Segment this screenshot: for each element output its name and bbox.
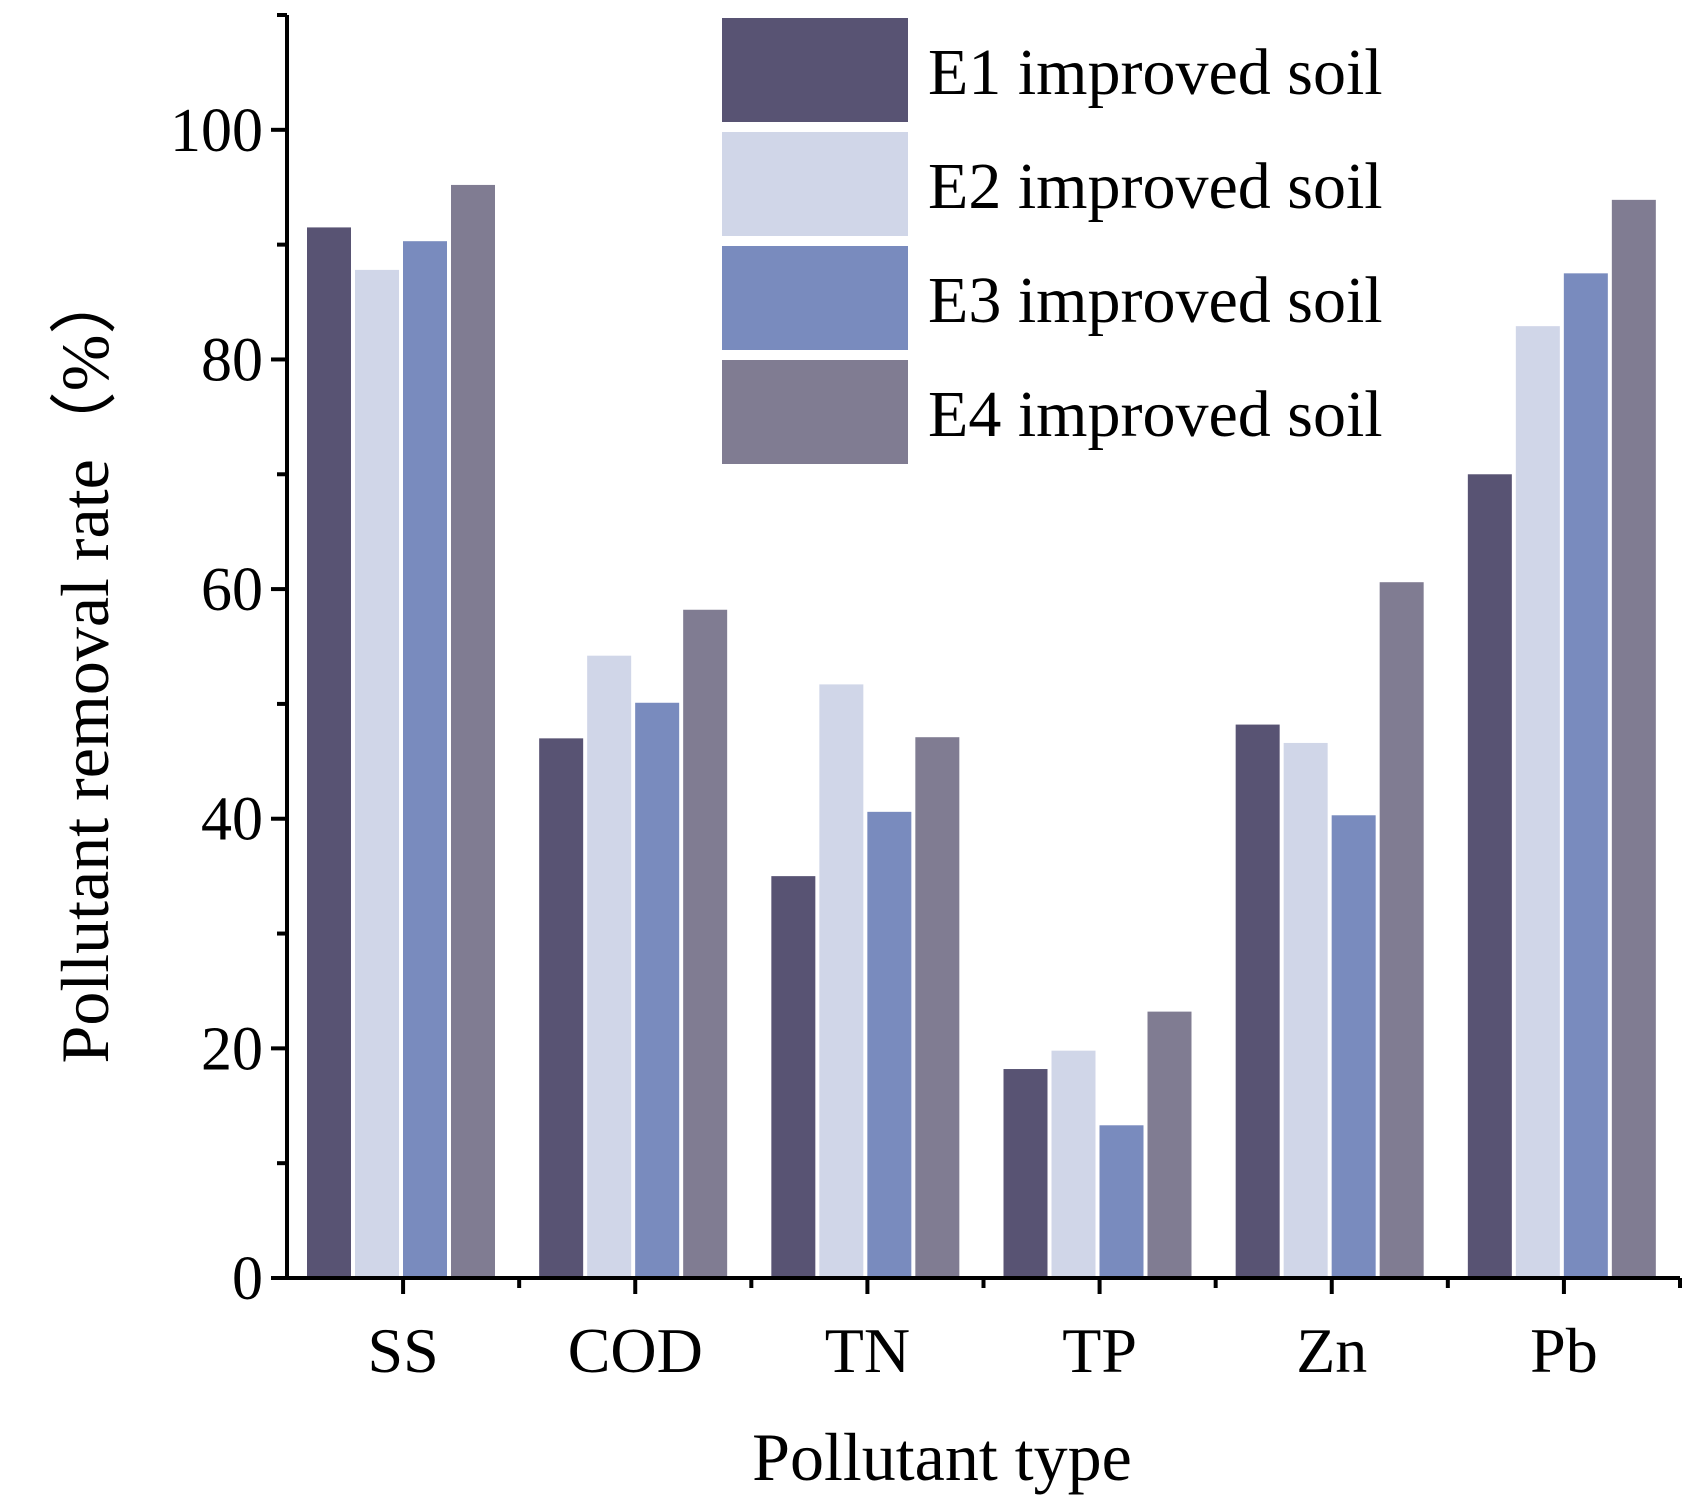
bar-cod-e3	[635, 702, 680, 1278]
x-category-label-ss: SS	[367, 1315, 438, 1386]
bar-pb-e4	[1611, 199, 1656, 1278]
legend-label: E3 improved soil	[928, 264, 1383, 337]
legend-label: E4 improved soil	[928, 378, 1383, 451]
bar-cod-e2	[587, 655, 632, 1278]
bar-tp-e3	[1099, 1125, 1144, 1278]
bar-pb-e3	[1563, 273, 1608, 1278]
y-tick-label: 60	[201, 556, 263, 624]
bar-cod-e1	[539, 738, 584, 1278]
bar-tp-e4	[1147, 1011, 1192, 1278]
bar-tn-e4	[915, 737, 960, 1278]
bars-layer	[307, 184, 1656, 1279]
legend-swatch	[722, 246, 908, 350]
legend-swatch	[722, 132, 908, 236]
axes-layer: 0 20 40 60 80 100 SS COD TN TP Zn Pb	[170, 13, 1682, 1386]
bar-ss-e2	[355, 269, 399, 1278]
bar-zn-e1	[1235, 724, 1280, 1278]
legend: E1 improved soil E2 improved soil E3 impro…	[722, 18, 1383, 464]
y-tick-label: 40	[201, 786, 263, 854]
x-category-label-pb: Pb	[1530, 1315, 1598, 1386]
y-tick-label: 0	[232, 1245, 263, 1313]
bar-tn-e3	[867, 811, 912, 1278]
y-axis-title: Pollutant removal rate（%）	[47, 267, 123, 1064]
legend-entry-e2: E2 improved soil	[722, 132, 1383, 236]
legend-entry-e3: E3 improved soil	[722, 246, 1383, 350]
bar-zn-e4	[1379, 582, 1424, 1278]
bar-zn-e2	[1283, 742, 1328, 1278]
x-category-label-zn: Zn	[1296, 1315, 1367, 1386]
y-tick-label: 80	[201, 326, 263, 394]
y-tick-label: 20	[201, 1015, 263, 1083]
legend-entry-e1: E1 improved soil	[722, 18, 1383, 122]
bar-tp-e2	[1051, 1050, 1096, 1278]
bar-tn-e1	[771, 876, 816, 1278]
x-category-label-cod: COD	[568, 1315, 703, 1386]
y-tick-label: 100	[170, 97, 263, 165]
bar-ss-e4	[451, 184, 495, 1278]
bar-tn-e2	[819, 684, 864, 1278]
bar-pb-e1	[1467, 474, 1512, 1279]
bar-ss-e1	[307, 227, 351, 1279]
bar-zn-e3	[1331, 815, 1376, 1278]
legend-swatch	[722, 18, 908, 122]
x-category-label-tp: TP	[1062, 1315, 1137, 1386]
legend-label: E2 improved soil	[928, 150, 1383, 223]
bar-pb-e2	[1515, 326, 1560, 1278]
legend-label: E1 improved soil	[928, 36, 1383, 109]
bar-ss-e3	[403, 241, 447, 1279]
legend-entry-e4: E4 improved soil	[722, 360, 1383, 464]
bar-cod-e4	[683, 609, 728, 1278]
legend-swatch	[722, 360, 908, 464]
x-category-label-tn: TN	[825, 1315, 910, 1386]
bar-tp-e1	[1003, 1069, 1048, 1278]
x-axis-title: Pollutant type	[752, 1419, 1132, 1495]
